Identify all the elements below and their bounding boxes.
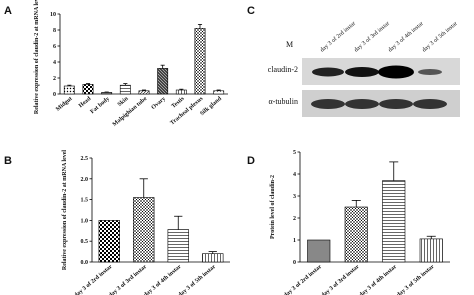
marker-label: M: [286, 40, 293, 49]
y-tick-label: 2.0: [81, 177, 89, 183]
bar: [167, 229, 189, 263]
lane-label: day 3 of 3rd instar: [353, 20, 391, 54]
bar: [82, 84, 94, 95]
bar: [157, 68, 169, 95]
x-tick-label: Fat body: [90, 96, 111, 115]
panel-label: A: [4, 5, 12, 17]
bar: [202, 253, 224, 263]
y-tick-label: 0: [293, 260, 296, 266]
bar: [382, 180, 406, 263]
y-tick-label: 6: [53, 44, 56, 50]
x-tick-label: Head: [78, 96, 93, 110]
y-tick-label: 2: [293, 216, 296, 222]
y-tick-label: 1.0: [81, 218, 89, 224]
x-tick-label: day 3 of 5th instar: [396, 264, 436, 295]
bar: [344, 206, 368, 263]
bar: [101, 92, 113, 95]
x-tick-label: Tracheal plexus: [169, 96, 204, 127]
bar: [419, 238, 443, 263]
bar: [175, 89, 187, 95]
y-tick-label: 0.0: [81, 260, 89, 266]
lane-label: day 3 of 4th instar: [387, 20, 425, 53]
bar: [119, 84, 131, 95]
bar: [133, 197, 155, 263]
lane-label: day 3 of 5th instar: [421, 20, 459, 53]
blot: [302, 58, 460, 117]
x-tick-label: day 3 of 4th instar: [143, 264, 183, 295]
x-tick-label: Silk gland: [199, 96, 223, 118]
y-tick-label: 5: [293, 150, 296, 156]
row-label: claudin-2: [268, 65, 298, 74]
y-tick-label: 4: [293, 172, 296, 178]
y-tick-label: 3: [293, 194, 296, 200]
x-tick-label: Malpighian tube: [112, 96, 149, 128]
bar: [138, 90, 150, 95]
y-tick-label: 0.5: [81, 239, 89, 245]
y-axis-label: Relative expression of claudin-2 at mRNA…: [34, 0, 40, 114]
panel-label: C: [247, 5, 255, 17]
x-tick-label: Ovary: [151, 96, 167, 111]
y-tick-label: 8: [53, 28, 56, 34]
panel-label: D: [247, 155, 255, 167]
x-tick-label: Skin: [117, 96, 130, 109]
bar: [213, 90, 225, 95]
y-tick-label: 1.5: [81, 198, 89, 204]
y-tick-label: 2: [53, 76, 56, 82]
y-tick-label: 1: [293, 238, 296, 244]
y-tick-label: 10: [50, 12, 56, 18]
bar: [307, 239, 331, 263]
x-tick-label: day 3 of 4th instar: [358, 264, 398, 295]
y-tick-label: 2.5: [81, 156, 89, 162]
panel-label: B: [4, 155, 12, 167]
y-tick-label: 0: [53, 92, 56, 98]
x-tick-label: day 3 of 2rd instar: [283, 264, 323, 295]
bar: [98, 220, 120, 263]
x-tick-label: day 3 of 2rd instar: [73, 264, 113, 295]
y-axis-label: Protein level of claudin-2: [270, 175, 276, 239]
x-tick-label: Testis: [171, 96, 186, 110]
bar: [63, 85, 75, 95]
bar: [194, 28, 206, 95]
y-tick-label: 4: [53, 60, 56, 66]
x-tick-label: day 3 of 3rd instar: [108, 264, 148, 295]
y-axis-label: Relative expression of claudin-2 at mRNA…: [62, 150, 68, 271]
x-tick-label: day 3 of 3rd instar: [320, 264, 360, 295]
x-tick-label: Midgut: [55, 96, 73, 113]
row-label: α-tubulin: [268, 97, 298, 106]
x-tick-label: day 3 of 5th instar: [177, 264, 217, 295]
lane-label: day 3 of 2rd instar: [319, 20, 357, 54]
